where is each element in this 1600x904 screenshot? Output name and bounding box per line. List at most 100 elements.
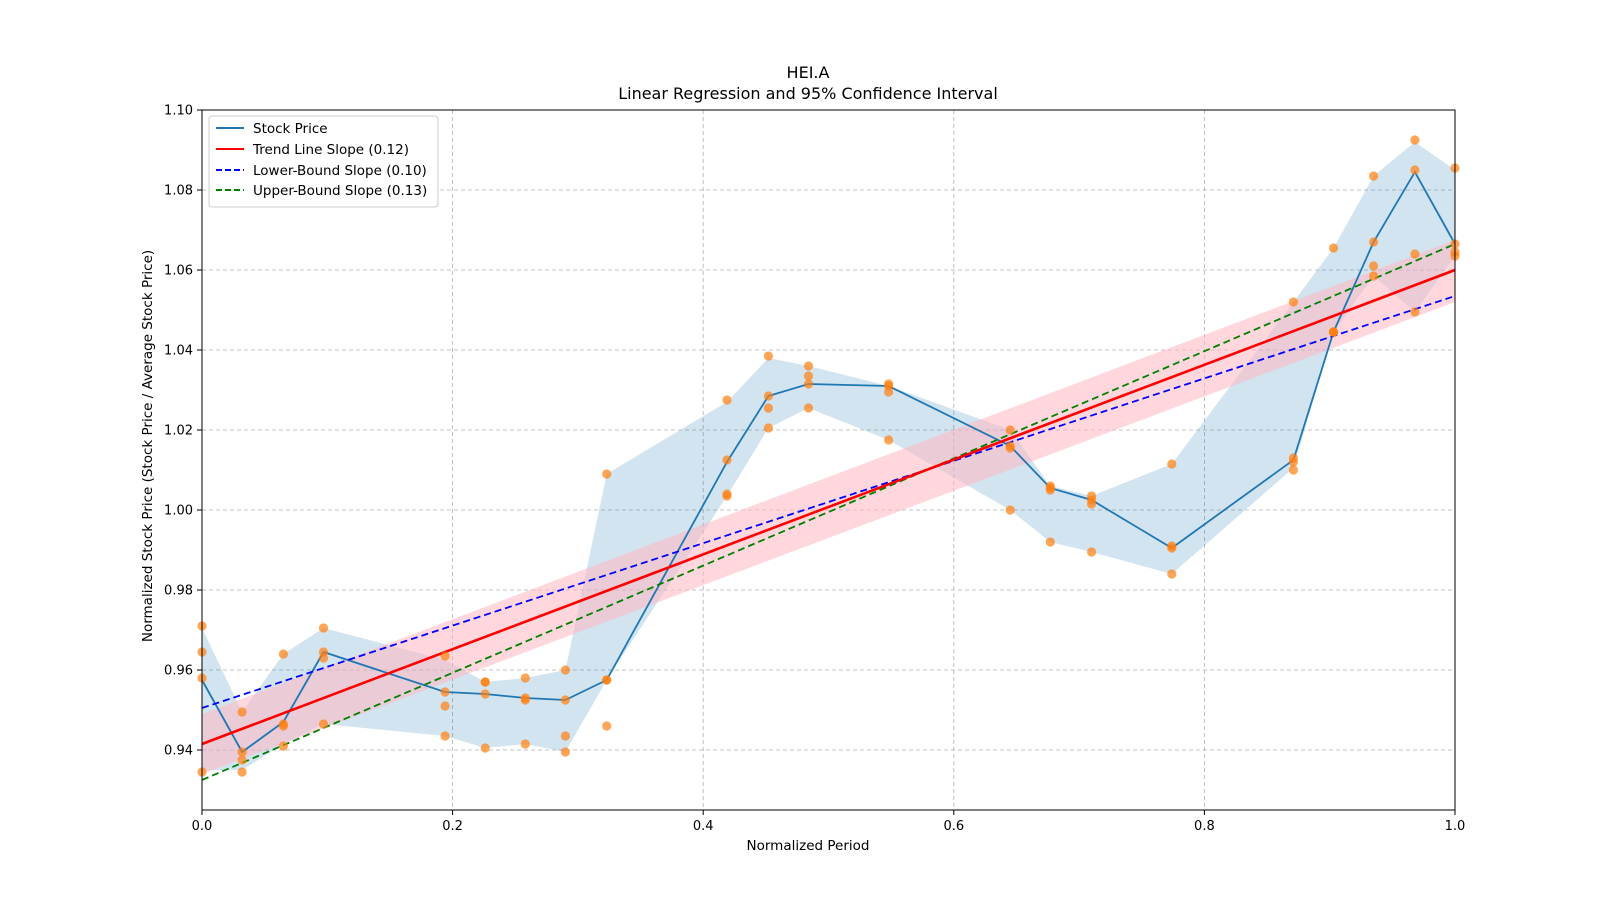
scatter-point xyxy=(1167,543,1177,553)
x-tick-label: 1.0 xyxy=(1445,819,1466,834)
scatter-point xyxy=(1328,243,1339,253)
scatter-point xyxy=(520,673,530,683)
scatter-point xyxy=(1410,249,1420,259)
scatter-point xyxy=(1087,547,1097,557)
scatter-point xyxy=(803,371,814,381)
scatter-point xyxy=(884,387,894,397)
confidence-bands xyxy=(202,142,1455,774)
plot-frame xyxy=(201,109,1456,811)
scatter-point xyxy=(1288,297,1298,307)
scatter-point xyxy=(1005,425,1015,435)
y-tick-label: 1.06 xyxy=(164,264,193,279)
scatter-point xyxy=(237,707,247,717)
scatter-point xyxy=(1288,465,1298,475)
scatter-point xyxy=(763,391,774,401)
scatter-points xyxy=(197,135,1460,777)
legend-box xyxy=(208,115,439,208)
legend-label-stock-price: Stock Price xyxy=(253,121,328,137)
scatter-point xyxy=(602,675,612,685)
scatter-point xyxy=(278,649,288,659)
scatter-point xyxy=(1005,505,1015,515)
scatter-point xyxy=(1167,459,1177,469)
scatter-point xyxy=(318,653,329,663)
x-tick-label: 0.2 xyxy=(442,819,463,834)
scatter-point xyxy=(803,379,814,389)
legend: Stock Price Trend Line Slope (0.12) Lowe… xyxy=(208,115,439,208)
y-tick-label: 1.02 xyxy=(164,424,193,439)
scatter-point xyxy=(440,651,450,661)
scatter-point xyxy=(278,741,288,751)
scatter-point xyxy=(1369,171,1379,181)
scatter-point xyxy=(318,719,329,729)
legend-label-lower-bound: Lower-Bound Slope (0.10) xyxy=(253,163,427,179)
chart-title: HEI.A xyxy=(787,63,830,82)
scatter-point xyxy=(560,695,571,705)
y-tick-label: 0.94 xyxy=(164,744,193,759)
scatter-point xyxy=(480,743,490,753)
scatter-point xyxy=(237,767,247,777)
scatter-point xyxy=(884,435,894,445)
scatter-point xyxy=(560,731,571,741)
scatter-point xyxy=(278,721,288,731)
trend-line xyxy=(201,268,1456,746)
scatter-point xyxy=(803,403,814,413)
scatter-point xyxy=(1288,457,1298,467)
upper-bound-line xyxy=(201,243,1456,781)
scatter-point xyxy=(520,695,530,705)
x-axis-ticks: 0.0 0.2 0.4 0.6 0.8 1.0 xyxy=(192,810,1466,834)
y-tick-label: 0.98 xyxy=(164,584,193,599)
scatter-point xyxy=(480,689,490,699)
scatter-point xyxy=(1045,485,1055,495)
y-tick-label: 1.00 xyxy=(164,504,193,519)
scatter-point xyxy=(440,687,450,697)
scatter-point xyxy=(1369,271,1379,281)
y-tick-label: 1.08 xyxy=(164,184,193,199)
scatter-point xyxy=(480,677,490,687)
scatter-point xyxy=(1410,135,1420,145)
scatter-point xyxy=(560,665,571,675)
scatter-point xyxy=(1045,537,1055,547)
scatter-point xyxy=(440,701,450,711)
scatter-point xyxy=(803,361,814,371)
scatter-point xyxy=(1087,499,1097,509)
scatter-point xyxy=(602,721,612,731)
stock-price-line xyxy=(201,170,1456,754)
legend-label-upper-bound: Upper-Bound Slope (0.13) xyxy=(253,183,427,199)
scatter-point xyxy=(1369,261,1379,271)
x-tick-label: 0.4 xyxy=(693,819,714,834)
scatter-point xyxy=(722,455,732,465)
scatter-point xyxy=(440,731,450,741)
y-tick-label: 0.96 xyxy=(164,664,193,679)
chart-subtitle: Linear Regression and 95% Confidence Int… xyxy=(618,84,998,103)
scatter-point xyxy=(520,739,530,749)
y-tick-label: 1.04 xyxy=(164,344,193,359)
scatter-point xyxy=(722,395,732,405)
x-tick-label: 0.6 xyxy=(943,819,964,834)
x-tick-label: 0.8 xyxy=(1194,819,1215,834)
scatter-point xyxy=(560,747,571,757)
scatter-point xyxy=(884,379,894,389)
scatter-point xyxy=(722,491,732,501)
y-axis-label: Normalized Stock Price (Stock Price / Av… xyxy=(140,250,156,642)
x-tick-label: 0.0 xyxy=(192,819,213,834)
scatter-point xyxy=(237,755,247,765)
legend-label-trend-line: Trend Line Slope (0.12) xyxy=(252,142,409,158)
y-axis-ticks: 0.94 0.96 0.98 1.00 1.02 1.04 1.06 1.08 1.10 xyxy=(164,104,202,759)
y-tick-label: 1.10 xyxy=(164,104,193,119)
scatter-point xyxy=(763,423,774,433)
scatter-point xyxy=(237,747,247,757)
scatter-point xyxy=(1167,569,1177,579)
scatter-point xyxy=(1410,165,1420,175)
scatter-point xyxy=(1369,237,1379,247)
scatter-point xyxy=(602,469,612,479)
scatter-point xyxy=(318,623,329,633)
x-axis-label: Normalized Period xyxy=(747,838,870,854)
scatter-point xyxy=(1005,443,1015,453)
scatter-point xyxy=(1410,307,1420,317)
scatter-point xyxy=(763,403,774,413)
scatter-point xyxy=(1328,327,1339,337)
scatter-point xyxy=(763,351,774,361)
series-lines xyxy=(201,170,1456,781)
